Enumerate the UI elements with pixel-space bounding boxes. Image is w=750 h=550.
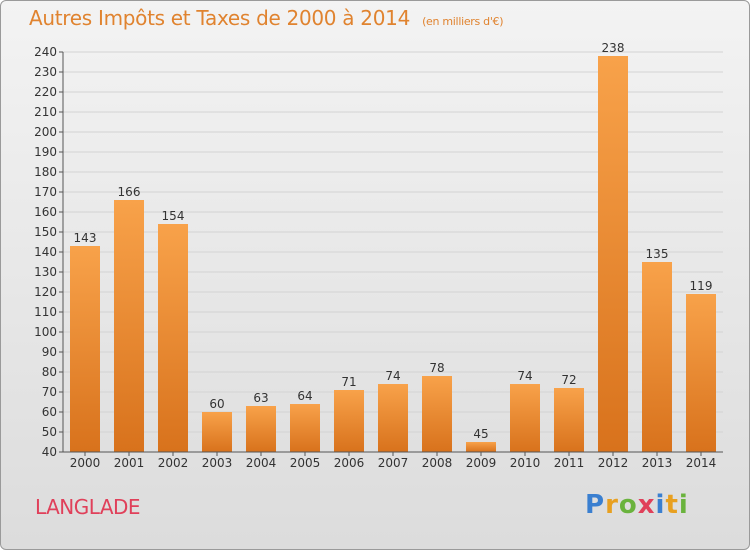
- x-tick-label: 2011: [554, 456, 585, 470]
- bar-2014: [686, 294, 716, 452]
- y-tick-label: 50: [42, 425, 57, 439]
- x-tick-label: 2013: [642, 456, 673, 470]
- y-tick-label: 70: [42, 385, 57, 399]
- proxiti-logo[interactable]: Proxiti: [585, 490, 689, 520]
- x-tick-label: 2006: [334, 456, 365, 470]
- bar-2006: [334, 390, 364, 452]
- y-tick-label: 120: [34, 285, 57, 299]
- bar-value-label: 74: [385, 369, 400, 383]
- chart-title-text: Autres Impôts et Taxes de 2000 à 2014: [29, 6, 410, 30]
- y-tick-label: 80: [42, 365, 57, 379]
- bar-value-label: 63: [253, 391, 268, 405]
- bars: 143 166 154 60 63 64 71 74 78 45 74 72 238 135 119: [70, 41, 716, 452]
- bar-2000: [70, 246, 100, 452]
- place-name: LANGLADE: [35, 495, 141, 519]
- x-tick-label: 2001: [114, 456, 145, 470]
- y-tick-label: 40: [42, 445, 57, 459]
- y-tick-label: 160: [34, 205, 57, 219]
- bar-2008: [422, 376, 452, 452]
- bar-value-label: 74: [517, 369, 532, 383]
- y-tick-label: 210: [34, 105, 57, 119]
- y-tick-label: 190: [34, 145, 57, 159]
- y-tick-label: 90: [42, 345, 57, 359]
- bar-2012: [598, 56, 628, 452]
- x-tick-label: 2012: [598, 456, 629, 470]
- bar-value-label: 143: [74, 231, 97, 245]
- y-tick-label: 130: [34, 265, 57, 279]
- bar-value-label: 45: [473, 427, 488, 441]
- x-tick-label: 2009: [466, 456, 497, 470]
- bar-value-label: 119: [690, 279, 713, 293]
- x-tick-label: 2008: [422, 456, 453, 470]
- y-axis: 40 50 60 70 80 90 100 110 120 130 140 150 160 170 180 1…: [34, 45, 64, 459]
- y-tick-label: 150: [34, 225, 57, 239]
- bar-value-label: 238: [602, 41, 625, 55]
- chart-title: Autres Impôts et Taxes de 2000 à 2014 (e…: [29, 6, 504, 30]
- x-tick-label: 2000: [70, 456, 101, 470]
- bar-2001: [114, 200, 144, 452]
- bar-2013: [642, 262, 672, 452]
- y-tick-label: 200: [34, 125, 57, 139]
- x-tick-label: 2007: [378, 456, 409, 470]
- chart-subtitle: (en milliers d'€): [422, 15, 504, 28]
- bar-2007: [378, 384, 408, 452]
- y-tick-label: 140: [34, 245, 57, 259]
- x-tick-label: 2003: [202, 456, 233, 470]
- bar-value-label: 72: [561, 373, 576, 387]
- bar-value-label: 60: [209, 397, 224, 411]
- bar-value-label: 78: [429, 361, 444, 375]
- y-tick-label: 230: [34, 65, 57, 79]
- bar-value-label: 64: [297, 389, 312, 403]
- x-tick-label: 2002: [158, 456, 189, 470]
- x-tick-label: 2004: [246, 456, 277, 470]
- y-tick-label: 60: [42, 405, 57, 419]
- bar-2011: [554, 388, 584, 452]
- x-tick-label: 2014: [686, 456, 717, 470]
- y-tick-label: 220: [34, 85, 57, 99]
- bar-2004: [246, 406, 276, 452]
- x-axis: 2000 2001 2002 2003 2004 2005 2006 2007 2008 2009…: [63, 451, 723, 470]
- bar-value-label: 154: [162, 209, 185, 223]
- bar-2009: [466, 442, 496, 452]
- x-tick-label: 2010: [510, 456, 541, 470]
- y-tick-label: 100: [34, 325, 57, 339]
- y-tick-label: 170: [34, 185, 57, 199]
- bar-value-label: 135: [646, 247, 669, 261]
- bar-value-label: 71: [341, 375, 356, 389]
- bar-2005: [290, 404, 320, 452]
- bar-2002: [158, 224, 188, 452]
- bar-value-label: 166: [118, 185, 141, 199]
- y-tick-label: 180: [34, 165, 57, 179]
- bar-2010: [510, 384, 540, 452]
- y-tick-label: 110: [34, 305, 57, 319]
- x-tick-label: 2005: [290, 456, 321, 470]
- bar-2003: [202, 412, 232, 452]
- y-tick-label: 240: [34, 45, 57, 59]
